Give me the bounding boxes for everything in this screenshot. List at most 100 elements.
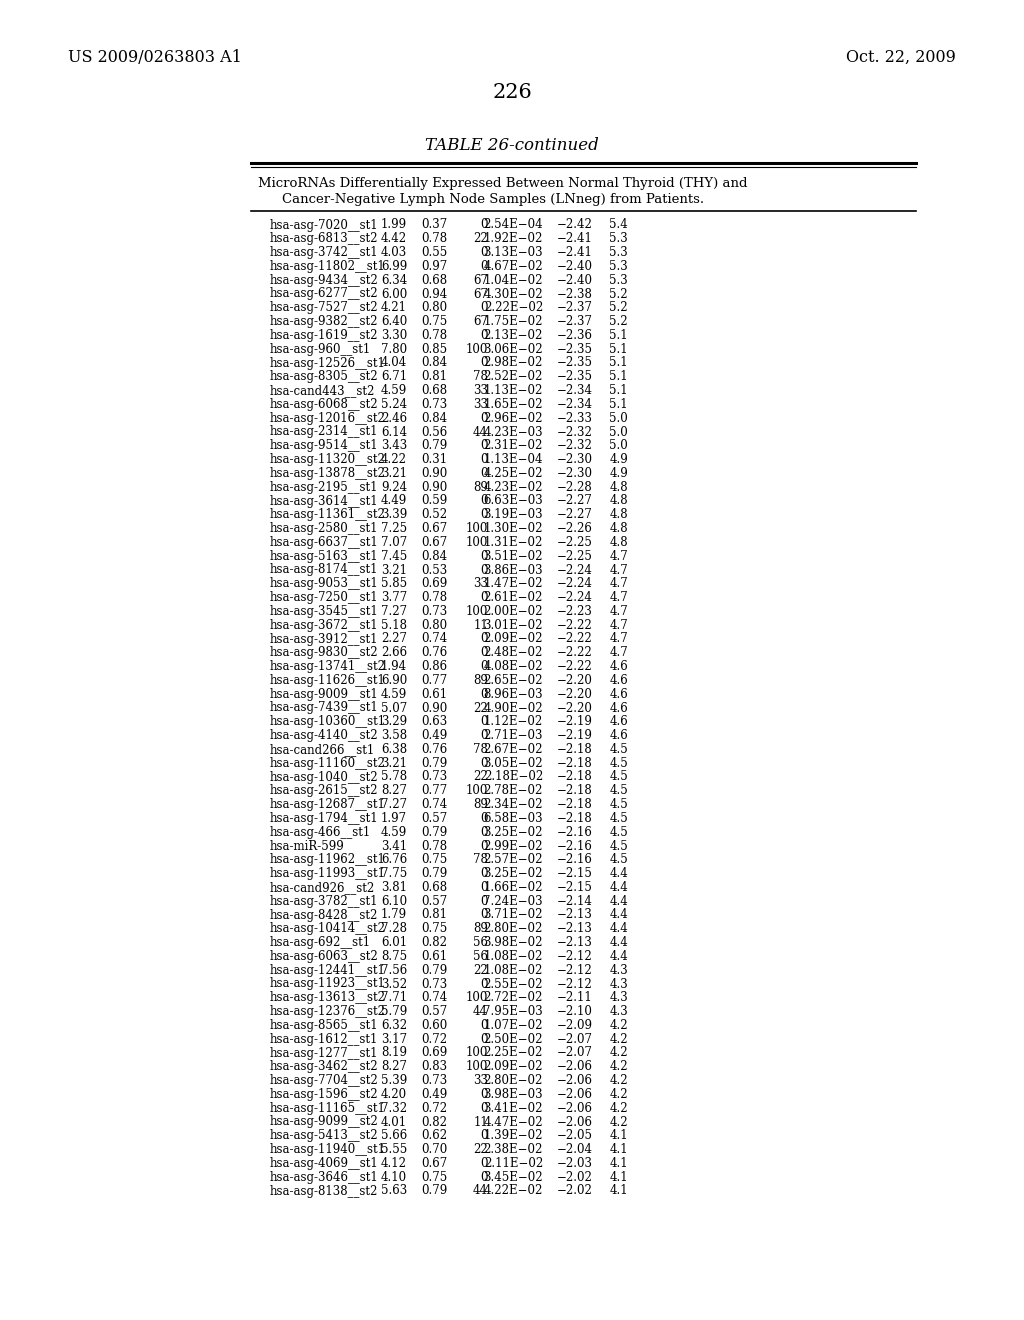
Text: 0.79: 0.79 (421, 440, 447, 453)
Text: 4.3: 4.3 (609, 978, 628, 990)
Text: 5.3: 5.3 (609, 246, 628, 259)
Text: 1.97: 1.97 (381, 812, 407, 825)
Text: −2.26: −2.26 (557, 523, 593, 535)
Text: 7.95E−03: 7.95E−03 (483, 1005, 543, 1018)
Text: 6.00: 6.00 (381, 288, 407, 301)
Text: 22: 22 (473, 701, 488, 714)
Text: 3.86E−03: 3.86E−03 (483, 564, 543, 577)
Text: 4.4: 4.4 (609, 936, 628, 949)
Text: 0: 0 (480, 356, 488, 370)
Text: 0.86: 0.86 (421, 660, 447, 673)
Text: hsa-asg-9099__st2: hsa-asg-9099__st2 (270, 1115, 379, 1129)
Text: 4.7: 4.7 (609, 577, 628, 590)
Text: 0: 0 (480, 660, 488, 673)
Text: 3.43: 3.43 (381, 440, 407, 453)
Text: 44: 44 (473, 1005, 488, 1018)
Text: 5.1: 5.1 (609, 329, 628, 342)
Text: 2.65E−02: 2.65E−02 (483, 675, 543, 686)
Text: −2.41: −2.41 (557, 246, 593, 259)
Text: 7.71: 7.71 (381, 991, 407, 1005)
Text: −2.20: −2.20 (557, 701, 593, 714)
Text: 3.17: 3.17 (381, 1032, 407, 1045)
Text: 0.82: 0.82 (421, 936, 447, 949)
Text: 4.7: 4.7 (609, 647, 628, 659)
Text: 6.40: 6.40 (381, 315, 407, 329)
Text: hsa-miR-599: hsa-miR-599 (270, 840, 345, 853)
Text: 0.73: 0.73 (421, 1074, 447, 1088)
Text: 5.0: 5.0 (609, 440, 628, 453)
Text: Oct. 22, 2009: Oct. 22, 2009 (846, 49, 956, 66)
Text: 0.84: 0.84 (421, 549, 447, 562)
Text: 11: 11 (473, 1115, 488, 1129)
Text: 22: 22 (473, 1143, 488, 1156)
Text: hsa-asg-11160__st2: hsa-asg-11160__st2 (270, 756, 386, 770)
Text: 6.38: 6.38 (381, 743, 407, 756)
Text: 11: 11 (473, 619, 488, 632)
Text: hsa-asg-11940__st1: hsa-asg-11940__st1 (270, 1143, 386, 1156)
Text: hsa-asg-13613__st2: hsa-asg-13613__st2 (270, 991, 386, 1005)
Text: 4.20: 4.20 (381, 1088, 407, 1101)
Text: 3.21: 3.21 (381, 756, 407, 770)
Text: 0.79: 0.79 (421, 964, 447, 977)
Text: 4.03: 4.03 (381, 246, 407, 259)
Text: 2.55E−02: 2.55E−02 (483, 978, 543, 990)
Text: 5.4: 5.4 (609, 219, 628, 231)
Text: 5.0: 5.0 (609, 412, 628, 425)
Text: 0.94: 0.94 (421, 288, 447, 301)
Text: −2.05: −2.05 (557, 1130, 593, 1142)
Text: −2.03: −2.03 (557, 1156, 593, 1170)
Text: 5.1: 5.1 (609, 397, 628, 411)
Text: 3.25E−02: 3.25E−02 (483, 826, 543, 838)
Text: hsa-asg-1040__st2: hsa-asg-1040__st2 (270, 771, 379, 784)
Text: 2.09E−02: 2.09E−02 (483, 632, 543, 645)
Text: 4.7: 4.7 (609, 619, 628, 632)
Text: 0.73: 0.73 (421, 605, 447, 618)
Text: 7.75: 7.75 (381, 867, 407, 880)
Text: US 2009/0263803 A1: US 2009/0263803 A1 (68, 49, 242, 66)
Text: 7.32: 7.32 (381, 1102, 407, 1114)
Text: 67: 67 (473, 288, 488, 301)
Text: 0.59: 0.59 (421, 495, 447, 507)
Text: 0.90: 0.90 (421, 480, 447, 494)
Text: 0.31: 0.31 (421, 453, 447, 466)
Text: 0: 0 (480, 1102, 488, 1114)
Text: 5.85: 5.85 (381, 577, 407, 590)
Text: 0: 0 (480, 591, 488, 605)
Text: 0.57: 0.57 (421, 812, 447, 825)
Text: 0.69: 0.69 (421, 577, 447, 590)
Text: 8.27: 8.27 (381, 784, 407, 797)
Text: 4.7: 4.7 (609, 591, 628, 605)
Text: −2.32: −2.32 (557, 425, 593, 438)
Text: 7.07: 7.07 (381, 536, 407, 549)
Text: 0: 0 (480, 301, 488, 314)
Text: −2.23: −2.23 (557, 605, 593, 618)
Text: 3.06E−02: 3.06E−02 (483, 343, 543, 355)
Text: 4.42: 4.42 (381, 232, 407, 246)
Text: 2.31E−02: 2.31E−02 (483, 440, 543, 453)
Text: 4.30E−02: 4.30E−02 (483, 288, 543, 301)
Text: 1.07E−02: 1.07E−02 (483, 1019, 543, 1032)
Text: −2.42: −2.42 (557, 219, 593, 231)
Text: hsa-asg-2580__st1: hsa-asg-2580__st1 (270, 523, 379, 535)
Text: 4.23E−03: 4.23E−03 (483, 425, 543, 438)
Text: 6.71: 6.71 (381, 371, 407, 383)
Text: 4.7: 4.7 (609, 605, 628, 618)
Text: 0.85: 0.85 (421, 343, 447, 355)
Text: 0.67: 0.67 (421, 523, 447, 535)
Text: 0.97: 0.97 (421, 260, 447, 273)
Text: 100: 100 (466, 536, 488, 549)
Text: 4.4: 4.4 (609, 867, 628, 880)
Text: 3.71E−02: 3.71E−02 (483, 908, 543, 921)
Text: −2.02: −2.02 (557, 1171, 593, 1184)
Text: 4.22: 4.22 (381, 453, 407, 466)
Text: 0.77: 0.77 (421, 675, 447, 686)
Text: hsa-asg-11320__st2: hsa-asg-11320__st2 (270, 453, 386, 466)
Text: 0.73: 0.73 (421, 978, 447, 990)
Text: 3.01E−02: 3.01E−02 (483, 619, 543, 632)
Text: 2.48E−02: 2.48E−02 (483, 647, 543, 659)
Text: 0.68: 0.68 (421, 273, 447, 286)
Text: 100: 100 (466, 1047, 488, 1060)
Text: hsa-asg-8305__st2: hsa-asg-8305__st2 (270, 371, 379, 383)
Text: 4.9: 4.9 (609, 467, 628, 480)
Text: 6.32: 6.32 (381, 1019, 407, 1032)
